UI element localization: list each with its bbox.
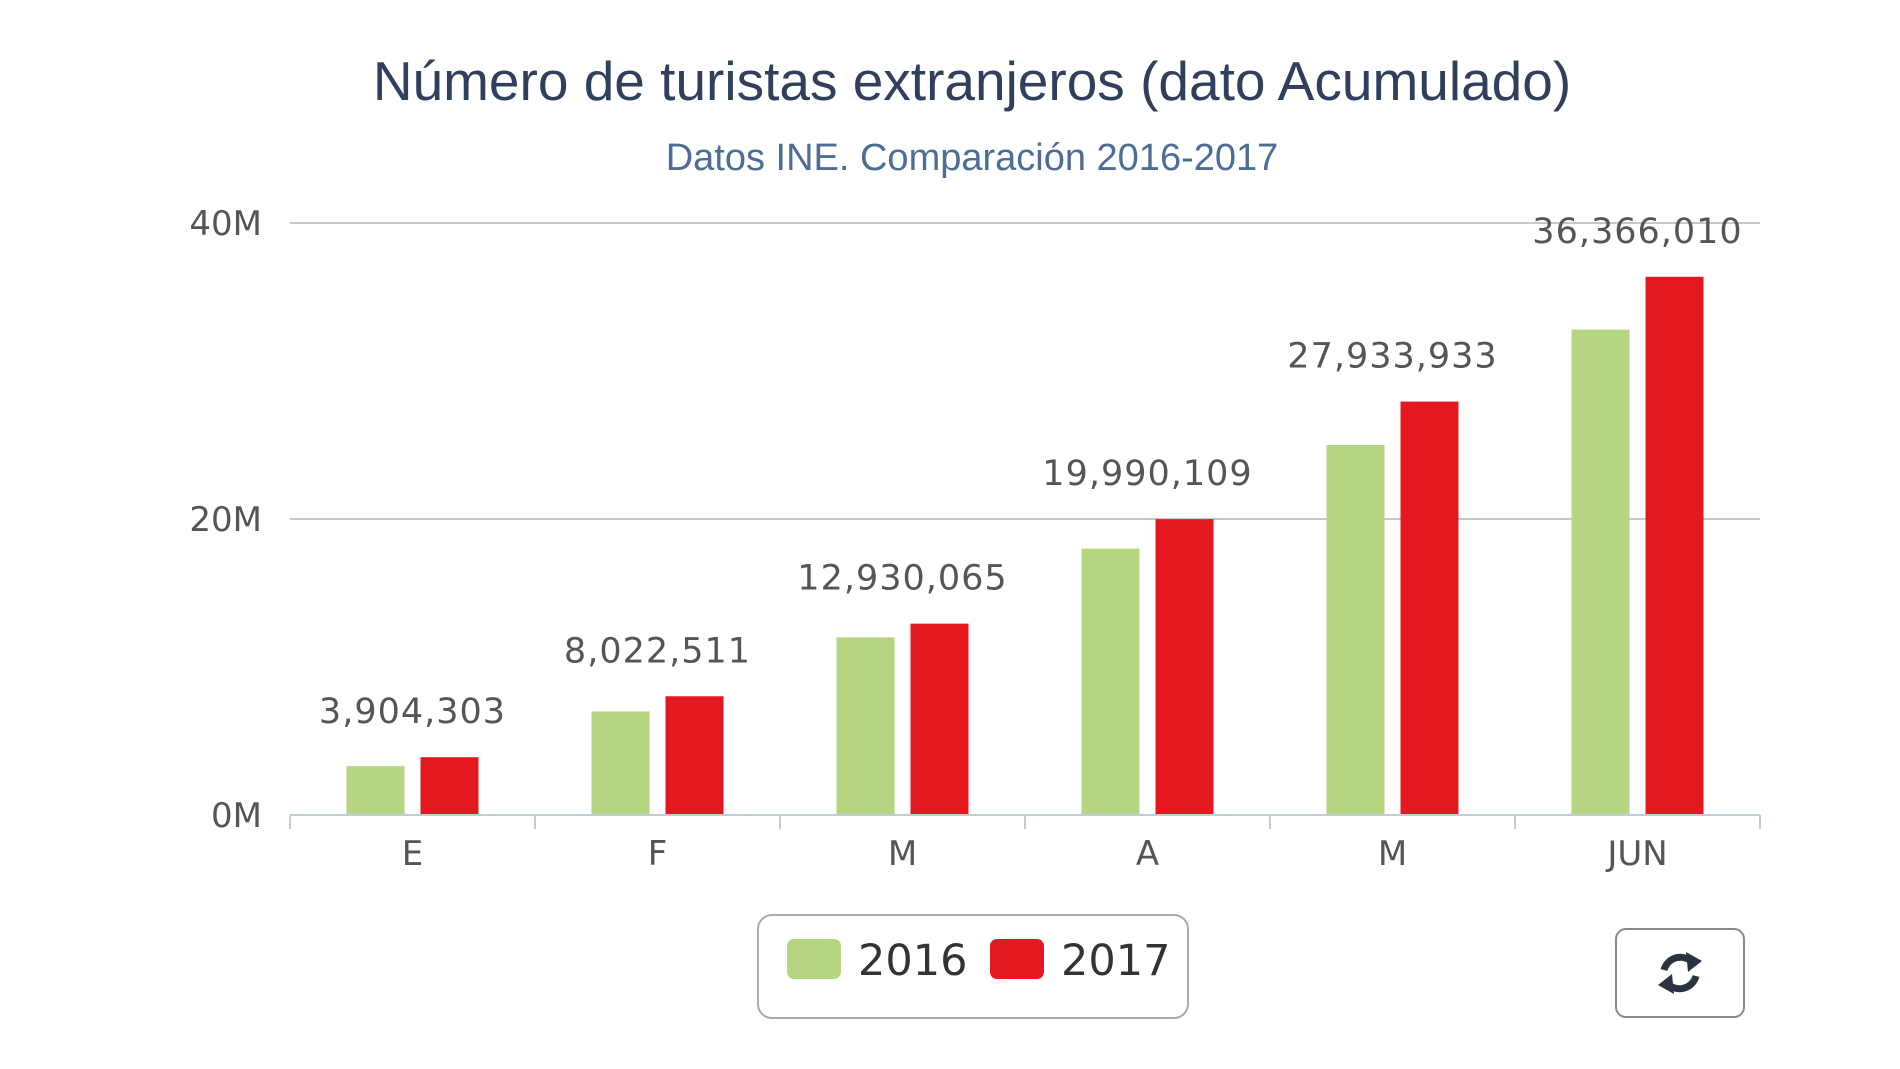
bar-2016[interactable] (591, 711, 650, 815)
y-tick-label: 0M (211, 796, 262, 836)
legend-swatch-2017 (990, 939, 1044, 979)
bar-2016[interactable] (836, 637, 895, 815)
bar-2016[interactable] (346, 766, 405, 815)
bar-2017[interactable] (665, 696, 724, 815)
data-label: 36,366,010 (1532, 212, 1742, 252)
chart-title: Número de turistas extranjeros (dato Acu… (373, 50, 1571, 112)
bar-2017[interactable] (1645, 276, 1704, 815)
bar-2016[interactable] (1081, 548, 1140, 815)
legend: 2016 2017 (757, 914, 1189, 1019)
grid: 0M 20M 40M (189, 204, 1760, 836)
legend-swatch-2016 (787, 939, 841, 979)
x-axis: E F M A M JUN (289, 814, 1761, 874)
refresh-button[interactable] (1615, 928, 1745, 1018)
refresh-icon (1658, 952, 1702, 994)
data-label: 8,022,511 (564, 631, 751, 671)
bar-2017[interactable] (910, 623, 969, 815)
plot-area (346, 276, 1704, 815)
y-tick-label: 20M (189, 500, 262, 540)
data-labels: 3,904,303 8,022,511 12,930,065 19,990,109 27… (319, 212, 1742, 732)
legend-label-2017: 2017 (1061, 936, 1170, 986)
data-label: 3,904,303 (319, 692, 506, 732)
bar-2017[interactable] (420, 757, 479, 815)
legend-item-2017[interactable]: 2017 (990, 936, 1170, 986)
bar-2016[interactable] (1326, 445, 1385, 815)
data-label: 19,990,109 (1042, 454, 1252, 494)
x-tick-label: JUN (1605, 834, 1667, 874)
legend-label-2016: 2016 (858, 936, 967, 986)
legend-frame (757, 914, 1189, 1019)
bar-2017[interactable] (1155, 519, 1214, 815)
data-label: 12,930,065 (797, 559, 1007, 599)
x-tick-label: M (1378, 834, 1407, 874)
x-tick-label: A (1136, 834, 1159, 874)
y-tick-label: 40M (189, 204, 262, 244)
bar-2017[interactable] (1400, 401, 1459, 815)
x-tick-label: F (648, 834, 668, 874)
legend-item-2016[interactable]: 2016 (787, 936, 967, 986)
bar-2016[interactable] (1571, 329, 1630, 815)
x-tick-label: M (888, 834, 917, 874)
data-label: 27,933,933 (1287, 337, 1497, 377)
refresh-button-frame[interactable] (1615, 928, 1745, 1018)
chart-subtitle: Datos INE. Comparación 2016-2017 (666, 137, 1279, 179)
x-tick-label: E (402, 834, 423, 874)
